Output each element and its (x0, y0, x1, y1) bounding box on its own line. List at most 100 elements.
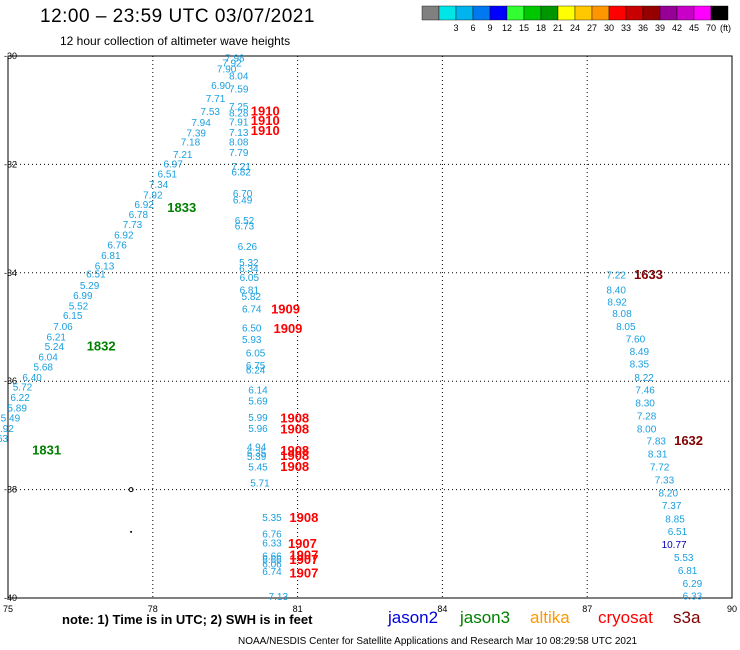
color-unit-label: (ft) (720, 23, 731, 33)
pass-time-label: 1910 (251, 103, 280, 118)
wave-height-label: 6.22 (10, 393, 30, 404)
wave-height-label: 7.73 (123, 220, 143, 231)
wave-height-label: 6.21 (47, 332, 67, 343)
wave-height-label: 6.92 (114, 230, 134, 241)
wave-height-label: 8.00 (637, 424, 657, 435)
axis-tick-labels: 75 78 81 84 87 90 -30 -32 -34 -36 -38 -40 (3, 51, 737, 614)
wave-height-label: 6.24 (246, 365, 266, 376)
wave-height-label: 6.51 (668, 527, 688, 538)
wave-height-label: 6.52 (235, 216, 255, 227)
pass-time-label: 1908 (280, 421, 309, 436)
color-bin (659, 5, 678, 21)
wave-height-label: 8.22 (634, 373, 654, 384)
wave-height-label: 6.05 (240, 273, 260, 284)
lon-tick-label: 87 (582, 604, 592, 614)
wave-height-label: 7.53 (201, 107, 221, 118)
wave-height-label: 8.04 (229, 72, 249, 83)
color-bin (438, 5, 457, 21)
lon-tick-label: 78 (148, 604, 158, 614)
lat-tick-label: -36 (4, 376, 17, 386)
footer-note: note: 1) Time is in UTC; 2) SWH is in fe… (62, 612, 313, 627)
wave-height-label: 7.33 (655, 475, 675, 486)
color-scale-bar: 3 6 9 12 15 18 21 24 27 30 33 36 39 42 45 70 (ft) (421, 5, 731, 33)
wave-height-label: 5.96 (248, 424, 268, 435)
color-bin-label: 30 (604, 23, 614, 33)
wave-height-label: 5.71 (250, 479, 270, 490)
color-bin-label: 21 (553, 23, 563, 33)
pass-time-label: 1908 (280, 443, 309, 458)
wave-height-label: 7.92 (222, 59, 242, 70)
lon-tick-label: 90 (727, 604, 737, 614)
pass-time-label: 1909 (271, 302, 300, 317)
wave-height-label: 6.66 (262, 555, 282, 566)
wave-height-label: 7.79 (229, 148, 249, 159)
wave-height-label: 7.46 (635, 385, 655, 396)
color-bin (625, 5, 644, 21)
wave-height-label: 6.29 (683, 579, 703, 590)
pass-time-label: 1831 (32, 443, 61, 458)
wave-height-label: 6.99 (73, 291, 93, 302)
wave-height-label: 6.40 (22, 373, 42, 384)
wave-height-label: 7.91 (229, 118, 249, 129)
wave-height-label: 5.39 (247, 452, 267, 463)
wave-height-label: 5.63 (0, 434, 9, 445)
wave-height-label: 7.25 (229, 102, 249, 113)
wave-height-label: 6.49 (233, 196, 253, 207)
color-bin-label: 12 (502, 23, 512, 33)
color-bin (523, 5, 542, 21)
wave-height-label: 6.82 (231, 168, 251, 179)
wave-height-label: 8.28 (229, 108, 249, 119)
color-bin (506, 5, 525, 21)
wave-height-label: 5.24 (45, 342, 65, 353)
wave-height-label: 6.81 (240, 286, 260, 297)
color-bin (557, 5, 576, 21)
pass-time-label: 1833 (167, 200, 196, 215)
wave-height-label: 7.18 (181, 138, 201, 149)
legend-jason3: jason3 (460, 608, 511, 627)
color-bin-label: 3 (453, 23, 458, 33)
pass-time-label: 1907 (288, 536, 317, 551)
wave-height-label: 5.68 (34, 363, 54, 374)
wave-height-label: 6.76 (262, 530, 282, 541)
wave-height-label: 7.06 (53, 322, 73, 333)
wave-height-label: 8.08 (612, 309, 632, 320)
wave-height-label: 10.77 (662, 540, 687, 551)
map-frame (7, 55, 733, 599)
pass-time-label: 1908 (289, 510, 318, 525)
lon-tick-label: 75 (3, 604, 13, 614)
wave-height-label: 7.28 (637, 411, 657, 422)
wave-height-label: 8.31 (648, 449, 668, 460)
wave-height-label: 4.94 (247, 442, 267, 453)
pass-time-labels: 1910191019101833163319091909183219081908… (32, 103, 703, 580)
wave-height-label: 7.22 (606, 271, 626, 282)
color-bin (455, 5, 474, 21)
lat-tick-label: -40 (4, 593, 17, 603)
color-bin-label: 18 (536, 23, 546, 33)
wave-height-label: 6.35 (247, 448, 267, 459)
color-bin-label: 6 (470, 23, 475, 33)
color-bin-label: 36 (638, 23, 648, 33)
wave-height-label: 6.73 (235, 222, 255, 233)
wave-height-label: 8.08 (229, 138, 249, 149)
wave-height-label: 6.76 (107, 241, 127, 252)
wave-height-label: 7.21 (173, 150, 193, 161)
wave-height-label: 7.21 (231, 162, 251, 173)
wave-height-label: 8.49 (630, 347, 650, 358)
wave-height-label: 6.78 (129, 210, 149, 221)
wave-height-label: 6.74 (242, 305, 262, 316)
wave-height-label: 6.90 (211, 81, 231, 92)
wave-height-label: 7.98 (225, 54, 245, 65)
color-bin (489, 5, 508, 21)
wave-height-label: 5.29 (80, 281, 100, 292)
pass-time-label: 1633 (634, 267, 663, 282)
color-bin-label: 15 (519, 23, 529, 33)
color-bin-label: 45 (689, 23, 699, 33)
wave-height-label: 6.74 (262, 567, 282, 578)
wave-height-label: 5.93 (242, 335, 262, 346)
wave-height-label: 6.14 (248, 385, 268, 396)
legend-altika: altika (530, 608, 570, 627)
wave-height-label: 5.69 (248, 396, 268, 407)
wave-height-label: 8.05 (616, 322, 636, 333)
wave-height-label: 8.40 (606, 286, 626, 297)
wave-height-label: 5.52 (69, 301, 89, 312)
